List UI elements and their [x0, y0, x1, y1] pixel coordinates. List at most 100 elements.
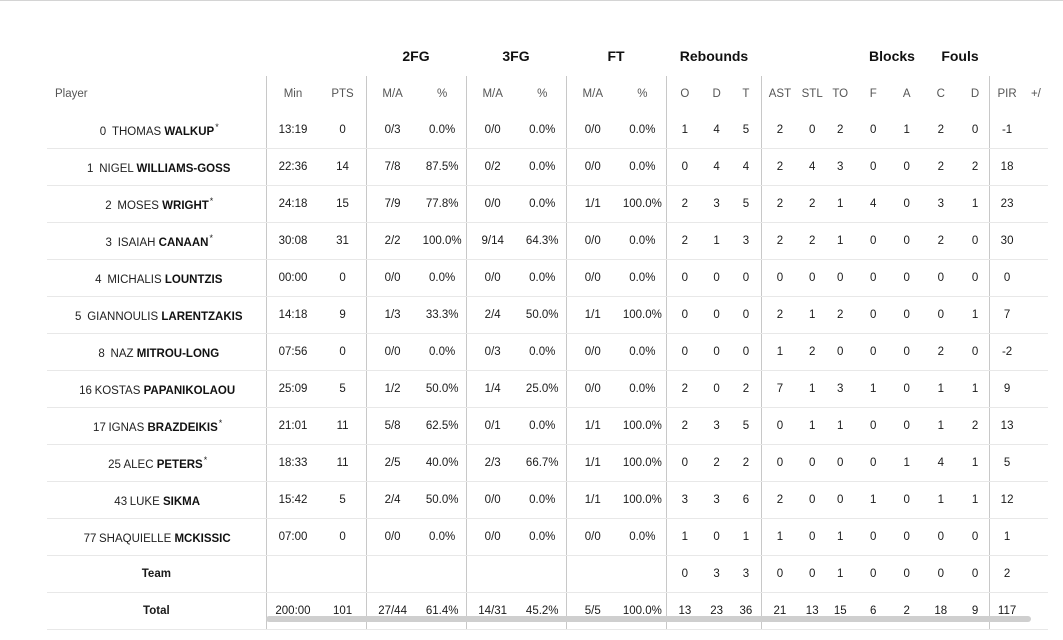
- cell-fg3-ma: 0/0: [465, 185, 519, 223]
- cell-foul-d: 2: [960, 148, 990, 186]
- col-stl[interactable]: STL: [801, 88, 823, 100]
- col-pir[interactable]: PIR: [989, 76, 1024, 112]
- player-row[interactable]: 25 ALEC PETERS* 18:33 11 2/5 40.0% 2/3 66.7% 1/1…: [47, 444, 1048, 482]
- player-name-cell[interactable]: 1 NIGEL WILLIAMS-GOSS: [47, 148, 267, 186]
- player-name-cell[interactable]: 4 MICHALIS LOUNTZIS: [47, 259, 267, 297]
- cell-reb-d: 0: [702, 333, 731, 371]
- cell-pir: 1: [989, 518, 1024, 556]
- cell-foul-d: 0: [960, 333, 990, 371]
- total-row: Total 200:00 101 27/44 61.4% 14/31 45.2% 5/5 100…: [47, 592, 1048, 630]
- cell-reb-d: 0: [702, 259, 731, 297]
- col-min[interactable]: Min: [265, 76, 320, 112]
- player-name-cell[interactable]: 3 ISAIAH CANAAN*: [47, 222, 267, 260]
- cell-blk-a: 0: [892, 555, 921, 593]
- player-row[interactable]: 16 KOSTAS PAPANIKOLAOU 25:09 5 1/2 50.0% 1/4 25…: [47, 370, 1048, 408]
- player-row[interactable]: 1 NIGEL WILLIAMS-GOSS 22:36 14 7/8 87.5% 0/2 0.…: [47, 148, 1048, 186]
- cell-pir: 5: [989, 444, 1024, 482]
- player-name-cell[interactable]: 2 MOSES WRIGHT*: [47, 185, 267, 223]
- player-first-name: THOMAS: [111, 125, 162, 138]
- cell-reb-t: 1: [730, 518, 762, 556]
- col-ast[interactable]: AST: [761, 76, 798, 112]
- player-row[interactable]: 4 MICHALIS LOUNTZIS 00:00 0 0/0 0.0% 0/0 0.0% 0/…: [47, 259, 1048, 297]
- col-blk-f[interactable]: F: [869, 88, 877, 100]
- cell-fg3-ma: 0/1: [465, 407, 519, 445]
- cell-blk-f: 0: [853, 555, 893, 593]
- player-row[interactable]: 0 THOMAS WALKUP* 13:19 0 0/3 0.0% 0/0 0.0% 0/0 0.…: [47, 112, 1048, 149]
- cell-foul-c: 1: [920, 370, 961, 408]
- player-row[interactable]: 17 IGNAS BRAZDEIKIS* 21:01 11 5/8 62.5% 0/1 0.0…: [47, 407, 1048, 445]
- cell-foul-d: 0: [960, 222, 990, 260]
- cell-to: 0: [826, 444, 854, 482]
- col-reb-t[interactable]: T: [742, 88, 750, 100]
- cell-reb-t: 5: [730, 407, 762, 445]
- player-name-cell[interactable]: 0 THOMAS WALKUP*: [47, 112, 267, 149]
- top-divider: [0, 0, 1063, 1]
- col-plus-minus[interactable]: +/: [1030, 88, 1041, 100]
- cell-foul-c: 2: [920, 112, 961, 149]
- player-name-cell[interactable]: 43 LUKE SIKMA: [47, 481, 267, 519]
- col-player[interactable]: Player: [55, 88, 88, 100]
- cell-fg2-ma: 0/0: [365, 333, 419, 371]
- cell-foul-c: 0: [920, 296, 961, 334]
- cell-fg2-pct: 62.5%: [418, 407, 467, 445]
- player-number: 1: [87, 162, 94, 175]
- player-name-cell[interactable]: 8 NAZ MITROU-LONG: [47, 333, 267, 371]
- player-number: 3: [105, 236, 112, 249]
- cell-pts: 0: [319, 112, 367, 149]
- player-row[interactable]: 5 GIANNOULIS LARENTZAKIS 14:18 9 1/3 33.3% 2/4…: [47, 296, 1048, 334]
- player-name-cell[interactable]: 25 ALEC PETERS*: [47, 444, 267, 482]
- cell-foul-c: 3: [920, 185, 961, 223]
- horizontal-scrollbar[interactable]: [55, 616, 1048, 624]
- player-number: 4: [95, 273, 102, 286]
- cell-foul-c: 4: [920, 444, 961, 482]
- col-foul-c[interactable]: C: [936, 88, 945, 100]
- cell-min: 22:36: [265, 148, 320, 186]
- cell-pts: 9: [319, 296, 367, 334]
- col-to[interactable]: TO: [832, 88, 849, 100]
- cell-fg2-pct: 77.8%: [418, 185, 467, 223]
- cell-foul-c: 0: [920, 555, 961, 593]
- player-row[interactable]: 8 NAZ MITROU-LONG 07:56 0 0/0 0.0% 0/3 0.0% 0/0 0…: [47, 333, 1048, 371]
- player-name-cell[interactable]: 77 SHAQUIELLE MCKISSIC: [47, 518, 267, 556]
- col-3fg-pct[interactable]: %: [537, 88, 548, 100]
- cell-ft-pct: 100.0%: [618, 481, 667, 519]
- cell-fg2-pct: [418, 555, 467, 593]
- player-row[interactable]: 2 MOSES WRIGHT* 24:18 15 7/9 77.8% 0/0 0.0% 1/1 1…: [47, 185, 1048, 223]
- cell-pir: -2: [989, 333, 1024, 371]
- col-3fg-ma[interactable]: M/A: [465, 76, 519, 112]
- cell-blk-f: 0: [853, 259, 893, 297]
- col-reb-o[interactable]: O: [666, 76, 703, 112]
- col-2fg-pct[interactable]: %: [437, 88, 448, 100]
- player-name-cell[interactable]: 17 IGNAS BRAZDEIKIS*: [47, 407, 267, 445]
- player-number: 43: [114, 495, 128, 508]
- cell-blk-f: 0: [853, 333, 893, 371]
- cell-stl: 2: [797, 333, 827, 371]
- cell-ft-ma: [565, 555, 619, 593]
- player-number: 0: [99, 125, 107, 138]
- cell-min: 15:42: [265, 481, 320, 519]
- cell-pm: [1023, 259, 1048, 297]
- cell-fg2-ma: 5/8: [365, 407, 419, 445]
- cell-reb-o: 2: [666, 185, 703, 223]
- cell-fg3-pct: [518, 555, 567, 593]
- cell-reb-t: 3: [730, 555, 762, 593]
- player-name-cell[interactable]: 16 KOSTAS PAPANIKOLAOU: [47, 370, 267, 408]
- cell-pir: 9: [989, 370, 1024, 408]
- scrollbar-thumb[interactable]: [266, 616, 1031, 622]
- player-name-cell[interactable]: 5 GIANNOULIS LARENTZAKIS: [47, 296, 267, 334]
- cell-ft-ma: 5/5: [565, 592, 619, 630]
- col-pts[interactable]: PTS: [331, 88, 354, 100]
- col-blk-a[interactable]: A: [902, 88, 911, 100]
- col-ft-ma[interactable]: M/A: [565, 76, 619, 112]
- col-2fg-ma[interactable]: M/A: [365, 76, 419, 112]
- col-foul-d[interactable]: D: [970, 88, 980, 100]
- cell-stl: 0: [797, 555, 827, 593]
- player-row[interactable]: 3 ISAIAH CANAAN* 30:08 31 2/2 100.0% 9/14 64.3%…: [47, 222, 1048, 260]
- col-reb-d[interactable]: D: [712, 88, 721, 100]
- col-ft-pct[interactable]: %: [637, 88, 648, 100]
- player-row[interactable]: 77 SHAQUIELLE MCKISSIC 07:00 0 0/0 0.0% 0/0 0.0…: [47, 518, 1048, 556]
- cell-reb-o: 0: [666, 333, 703, 371]
- cell-fg3-ma: 0/3: [465, 333, 519, 371]
- cell-reb-d: 0: [702, 370, 731, 408]
- player-row[interactable]: 43 LUKE SIKMA 15:42 5 2/4 50.0% 0/0 0.0% 1/1 100.…: [47, 481, 1048, 519]
